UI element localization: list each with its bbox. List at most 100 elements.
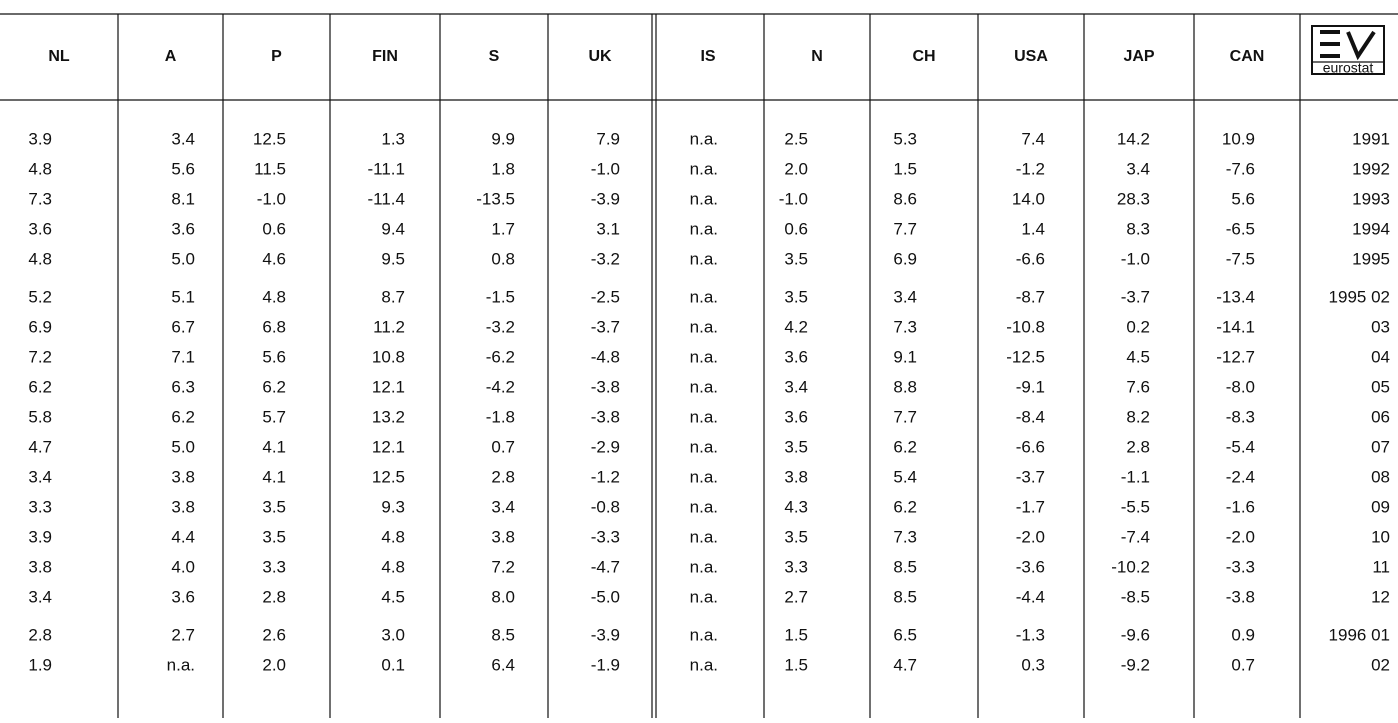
cell: 3.8 <box>171 497 195 516</box>
cell: 5.3 <box>893 129 917 148</box>
cell: 9.9 <box>491 129 515 148</box>
column-header: P <box>271 48 282 65</box>
cell: -3.8 <box>1226 587 1255 606</box>
column-header: USA <box>1014 48 1048 65</box>
cell: -10.8 <box>1006 317 1045 336</box>
cell: 3.9 <box>28 527 52 546</box>
cell: -1.2 <box>1016 159 1045 178</box>
cell: 6.2 <box>893 497 917 516</box>
cell: 11.2 <box>373 317 405 336</box>
cell: -7.4 <box>1121 527 1150 546</box>
cell: 2.8 <box>262 587 286 606</box>
cell: 3.5 <box>784 437 808 456</box>
cell: -0.8 <box>591 497 620 516</box>
cell: 9.3 <box>381 497 405 516</box>
cell: -2.4 <box>1226 467 1255 486</box>
cell: 3.6 <box>784 407 808 426</box>
cell: 9.5 <box>381 249 405 268</box>
cell: -1.6 <box>1226 497 1255 516</box>
cell: 9.4 <box>381 219 405 238</box>
cell: n.a. <box>690 655 718 674</box>
cell: 3.4 <box>784 377 808 396</box>
cell: n.a. <box>690 219 718 238</box>
column-header: JAP <box>1123 48 1154 65</box>
cell: -14.1 <box>1216 317 1255 336</box>
cell: n.a. <box>690 287 718 306</box>
cell: -1.1 <box>1121 467 1150 486</box>
cell: 3.5 <box>262 497 286 516</box>
cell: -3.8 <box>591 407 620 426</box>
cell: -2.9 <box>591 437 620 456</box>
cell: 6.7 <box>171 317 195 336</box>
cell: n.a. <box>690 129 718 148</box>
cell: -12.7 <box>1216 347 1255 366</box>
cell: 2.0 <box>262 655 286 674</box>
cell: 0.1 <box>381 655 405 674</box>
cell: 12.5 <box>372 467 405 486</box>
cell: 4.7 <box>28 437 52 456</box>
cell: -3.7 <box>591 317 620 336</box>
cell: 8.5 <box>491 625 515 644</box>
cell: -6.5 <box>1226 219 1255 238</box>
cell: -10.2 <box>1111 557 1150 576</box>
cell: -1.3 <box>1016 625 1045 644</box>
cell: 3.4 <box>1126 159 1150 178</box>
period-label: 04 <box>1371 347 1390 366</box>
cell: 3.9 <box>28 129 52 148</box>
cell: -9.2 <box>1121 655 1150 674</box>
cell: 7.7 <box>893 407 917 426</box>
cell: 2.8 <box>28 625 52 644</box>
period-label: 09 <box>1371 497 1390 516</box>
period-label: 07 <box>1371 437 1390 456</box>
cell: -8.4 <box>1016 407 1045 426</box>
cell: 5.8 <box>28 407 52 426</box>
cell: 3.5 <box>262 527 286 546</box>
cell: 1.5 <box>784 655 808 674</box>
cell: 0.7 <box>491 437 515 456</box>
cell: 3.6 <box>171 587 195 606</box>
cell: -2.0 <box>1016 527 1045 546</box>
period-label: 1995 <box>1352 249 1390 268</box>
cell: 3.4 <box>893 287 917 306</box>
cell: 10.9 <box>1222 129 1255 148</box>
cell: -8.7 <box>1016 287 1045 306</box>
cell: n.a. <box>690 557 718 576</box>
period-label: 11 <box>1372 557 1390 576</box>
cell: -6.6 <box>1016 249 1045 268</box>
cell: 4.8 <box>28 249 52 268</box>
period-label: 10 <box>1371 527 1390 546</box>
cell: 3.6 <box>171 219 195 238</box>
cell: 3.4 <box>171 129 195 148</box>
cell: 12.1 <box>372 437 405 456</box>
cell: 7.6 <box>1126 377 1150 396</box>
period-label: 12 <box>1371 587 1390 606</box>
cell: 3.8 <box>784 467 808 486</box>
cell: -1.9 <box>591 655 620 674</box>
column-header: CH <box>912 48 935 65</box>
cell: -3.3 <box>1226 557 1255 576</box>
column-header: NL <box>48 48 70 65</box>
cell: 4.1 <box>262 467 286 486</box>
cell: -3.2 <box>591 249 620 268</box>
cell: 1.5 <box>784 625 808 644</box>
cell: 3.8 <box>491 527 515 546</box>
cell: 2.7 <box>171 625 195 644</box>
cell: -3.9 <box>591 625 620 644</box>
cell: 4.8 <box>381 527 405 546</box>
cell: 12.1 <box>372 377 405 396</box>
cell: 3.3 <box>784 557 808 576</box>
cell: -5.0 <box>591 587 620 606</box>
column-header: S <box>489 48 500 65</box>
cell: 7.2 <box>491 557 515 576</box>
cell: -6.2 <box>486 347 515 366</box>
cell: 2.6 <box>262 625 286 644</box>
cell: 8.8 <box>893 377 917 396</box>
period-label: 1996 01 <box>1329 625 1390 644</box>
cell: -5.5 <box>1121 497 1150 516</box>
cell: 8.5 <box>893 587 917 606</box>
cell: -3.7 <box>1121 287 1150 306</box>
cell: 0.3 <box>1021 655 1045 674</box>
cell: 1.9 <box>28 655 52 674</box>
cell: 5.1 <box>171 287 195 306</box>
